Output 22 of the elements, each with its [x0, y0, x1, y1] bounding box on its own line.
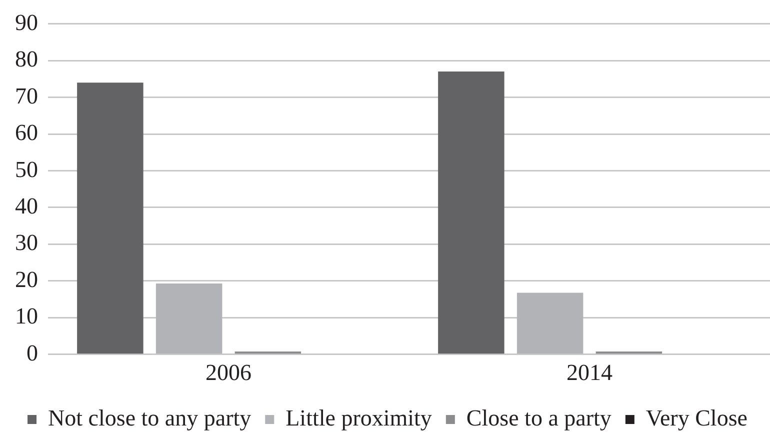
y-tick-label: 80: [15, 46, 38, 72]
bar: [516, 292, 584, 354]
x-tick-label: 2014: [566, 360, 613, 386]
legend-label: Close to a party: [466, 406, 612, 431]
y-tick-label: 0: [26, 340, 38, 366]
legend-label: Not close to any party: [48, 406, 252, 431]
y-tick-label: 20: [15, 266, 38, 292]
bar: [234, 351, 302, 354]
y-tick-label: 10: [15, 304, 38, 329]
legend-label: Very Close: [646, 406, 748, 431]
y-tick-label: 90: [15, 10, 38, 35]
y-tick-label: 30: [15, 230, 38, 256]
bar: [156, 284, 222, 354]
y-tick-label: 50: [15, 156, 38, 182]
x-tick-label: 2006: [206, 360, 252, 386]
legend-label: Little proximity: [286, 406, 432, 431]
y-tick-label: 60: [15, 120, 38, 146]
bar: [77, 82, 144, 354]
y-tick-label: 70: [15, 83, 38, 108]
bar: [438, 72, 504, 354]
bar: [596, 351, 662, 354]
y-tick-label: 40: [15, 194, 38, 219]
